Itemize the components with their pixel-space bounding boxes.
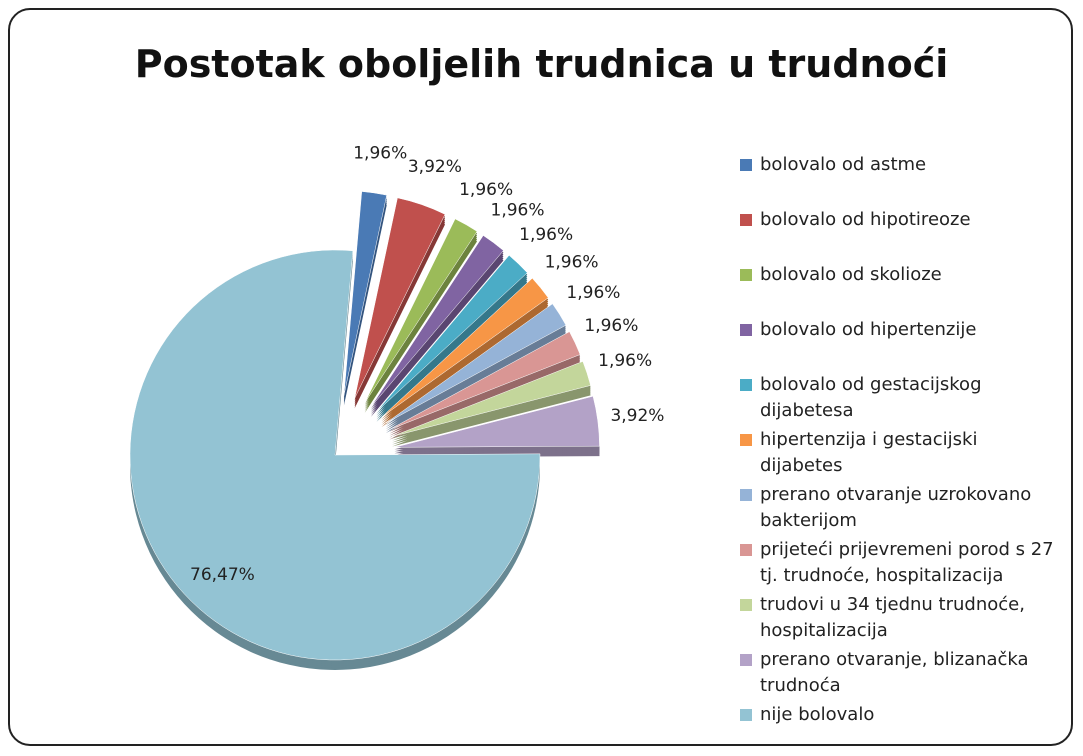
legend-swatch <box>740 324 752 336</box>
legend-item: prerano otvaranje uzrokovano bakterijom <box>740 482 1060 534</box>
legend-label: bolovalo od hipotireoze <box>760 209 971 230</box>
slice <box>381 277 549 418</box>
legend-item: bolovalo od hipertenzije <box>740 317 1060 343</box>
legend-swatch <box>740 379 752 391</box>
legend-item: trudovi u 34 tjednu trudnoće, hospitaliz… <box>740 592 1060 644</box>
legend-label: bolovalo od gestacijskog dijabetesa <box>760 374 982 421</box>
legend-swatch <box>740 599 752 611</box>
legend-swatch <box>740 159 752 171</box>
legend-item: nije bolovalo <box>740 702 1060 728</box>
legend-swatch <box>740 709 752 721</box>
legend-label: bolovalo od skolioze <box>760 264 942 285</box>
data-label: 1,96% <box>353 143 407 163</box>
legend-label: bolovalo od astme <box>760 154 927 175</box>
slice <box>129 249 541 661</box>
data-label: 1,96% <box>459 180 513 200</box>
legend-swatch <box>740 489 752 501</box>
legend-item: bolovalo od skolioze <box>740 262 1060 288</box>
data-label: 1,96% <box>566 283 620 303</box>
slice <box>385 303 567 424</box>
chart-frame <box>8 8 1073 746</box>
data-label: 76,47% <box>190 565 255 585</box>
data-label: 3,92% <box>408 157 462 177</box>
legend-label: bolovalo od hipertenzije <box>760 319 977 340</box>
slice <box>354 197 446 399</box>
legend-swatch <box>740 214 752 226</box>
legend-item: prerano otvaranje, blizanačka trudnoća <box>740 647 1060 699</box>
legend-label: prerano otvaranje uzrokovano bakterijom <box>760 484 1032 531</box>
data-label: 1,96% <box>584 316 638 336</box>
legend-label: prerano otvaranje, blizanačka trudnoća <box>760 649 1029 696</box>
data-label: 3,92% <box>610 406 664 426</box>
legend-swatch <box>740 269 752 281</box>
slice <box>343 191 388 396</box>
legend-swatch <box>740 544 752 556</box>
legend-swatch <box>740 654 752 666</box>
slice <box>376 254 528 412</box>
legend-label: nije bolovalo <box>760 704 875 725</box>
legend-item: hipertenzija i gestacijski dijabetes <box>740 427 1060 479</box>
legend-item: bolovalo od astme <box>740 152 1060 178</box>
legend-label: trudovi u 34 tjednu trudnoće, hospitaliz… <box>760 594 1025 641</box>
slice <box>394 395 600 448</box>
data-label: 1,96% <box>519 225 573 245</box>
legend-item: bolovalo od hipotireoze <box>740 207 1060 233</box>
legend-label: hipertenzija i gestacijski dijabetes <box>760 429 978 476</box>
slice <box>389 331 581 430</box>
slice <box>364 218 478 404</box>
slice <box>391 361 591 437</box>
chart-title: Postotak oboljelih trudnica u trudnoći <box>134 42 949 86</box>
slice <box>370 235 504 408</box>
data-label: 1,96% <box>598 351 652 371</box>
legend-item: bolovalo od gestacijskog dijabetesa <box>740 372 1060 424</box>
legend-item: prijeteći prijevremeni porod s 27 tj. tr… <box>740 537 1060 589</box>
data-label: 1,96% <box>545 253 599 273</box>
legend-label: prijeteći prijevremeni porod s 27 tj. tr… <box>760 539 1054 586</box>
data-label: 1,96% <box>491 201 545 221</box>
legend-swatch <box>740 434 752 446</box>
